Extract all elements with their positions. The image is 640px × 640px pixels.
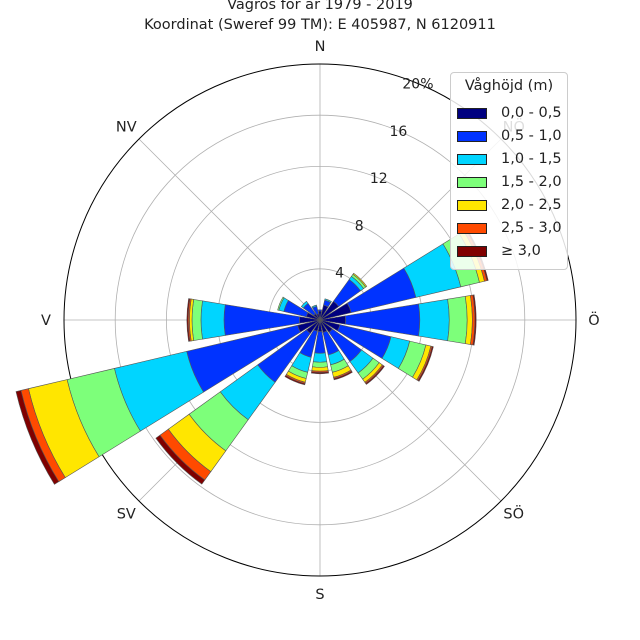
radial-tick-label: 16 (389, 124, 407, 140)
legend-label: 0,0 - 0,5 (501, 105, 562, 121)
rose-bar-segment (191, 299, 203, 341)
legend-item: 2,0 - 2,5 (457, 195, 562, 215)
rose-bar-segment (311, 304, 318, 309)
legend-title: Våghöjd (m) (464, 78, 554, 94)
direction-label: S (315, 587, 324, 603)
legend-item: 0,5 - 1,0 (457, 126, 562, 146)
rose-bar-segment (311, 371, 329, 375)
legend-swatch (457, 199, 487, 211)
direction-label: V (41, 313, 51, 329)
rose-bar-segment (318, 309, 322, 312)
legend-label: 1,5 - 2,0 (501, 174, 562, 190)
legend-swatch (457, 130, 487, 142)
rose-bar-segment (352, 272, 368, 288)
radial-tick-label: 4 (335, 266, 344, 282)
radial-tick-label: 8 (355, 218, 364, 234)
radial-tick-label: 12 (370, 171, 388, 187)
rose-bar-segment (284, 375, 306, 386)
legend-label: ≥ 3,0 (501, 243, 541, 259)
radial-tick-label: 20% (402, 76, 433, 92)
rose-bar-segment (417, 346, 434, 382)
legend-swatch (457, 153, 487, 165)
legend-swatch (457, 107, 487, 119)
rose-bars (15, 228, 489, 485)
direction-label: SV (117, 507, 136, 523)
chart-subtitle: Koordinat (Sweref 99 TM): E 405987, N 61… (144, 17, 496, 33)
rose-bar-segment (365, 365, 385, 385)
legend-item: 2,5 - 3,0 (457, 218, 562, 238)
direction-label: N (315, 39, 326, 55)
legend-label: 0,5 - 1,0 (501, 128, 562, 144)
direction-label: SÖ (503, 505, 524, 523)
legend-swatch (457, 222, 487, 234)
rose-bar-segment (333, 370, 353, 381)
legend-item: 0,0 - 0,5 (457, 103, 562, 123)
outer-circle (63, 63, 577, 577)
legend-item: 1,5 - 2,0 (457, 172, 562, 192)
legend-label: 2,5 - 3,0 (501, 220, 562, 236)
rose-bar-segment (324, 298, 332, 303)
direction-label: Ö (588, 311, 599, 329)
rose-bar-segment (472, 294, 477, 346)
rose-bar-segment (277, 296, 285, 311)
rose-bar-segment (186, 298, 191, 342)
legend-swatch (457, 245, 487, 257)
rose-bar-segment (300, 300, 309, 309)
legend-swatch (457, 176, 487, 188)
polar-grid (63, 63, 577, 577)
legend-item: ≥ 3,0 (457, 241, 541, 261)
rose-bar-segment (418, 298, 450, 342)
chart-title: Vågros för år 1979 - 2019 (227, 0, 413, 13)
direction-label: NV (116, 119, 137, 135)
rose-bar-segment (15, 390, 60, 485)
rose-bar-segment (312, 352, 328, 363)
legend: Våghöjd (m) 0,0 - 0,5 0,5 - 1,0 1,0 - 1,… (450, 72, 568, 270)
grid-spoke (138, 138, 321, 321)
rose-bar-segment (447, 295, 468, 345)
rose-bar-segment (155, 434, 206, 485)
rose-bar-segment (200, 300, 226, 340)
legend-label: 1,0 - 1,5 (501, 151, 562, 167)
rose-bar-segment (312, 361, 328, 368)
legend-item: 1,0 - 1,5 (457, 149, 562, 169)
legend-label: 2,0 - 2,5 (501, 197, 562, 213)
radial-tick-labels: 4 8 12 16 20% (335, 76, 433, 281)
rose-bar-segment (311, 366, 329, 372)
